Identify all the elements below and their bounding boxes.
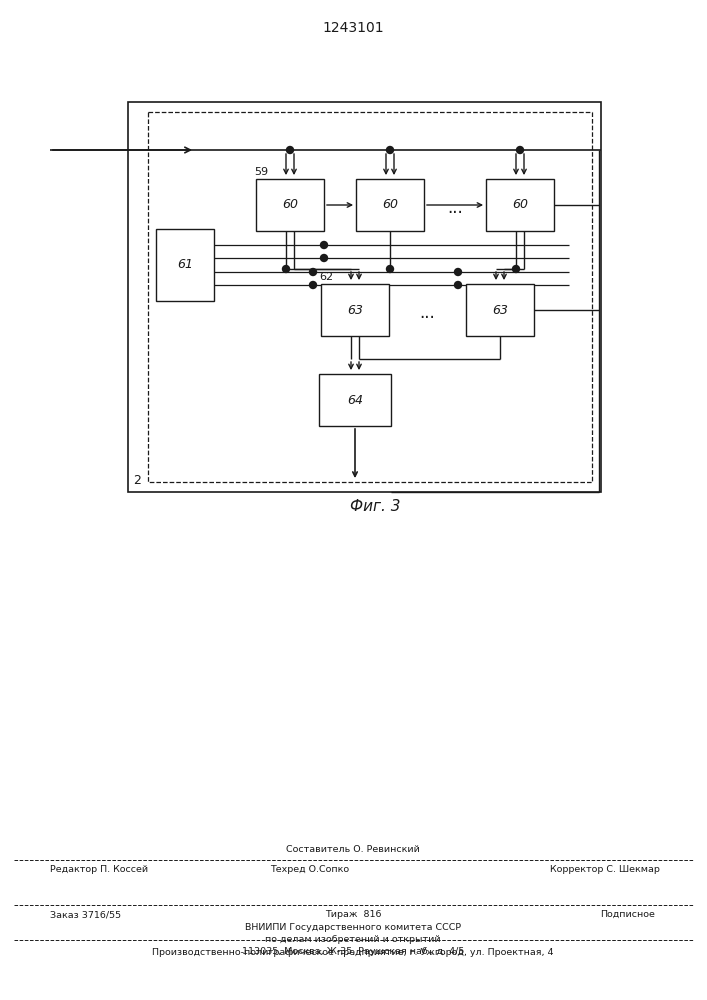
Bar (148, 112, 592, 482)
Text: Заказ 3716/55: Заказ 3716/55 (50, 910, 121, 919)
Text: Производственно-полиграфическое предприятие, г. Ужгород, ул. Проектная, 4: Производственно-полиграфическое предприя… (152, 948, 554, 957)
Circle shape (517, 146, 523, 153)
Circle shape (387, 265, 394, 272)
Bar (356, 179, 424, 231)
Text: 113035, Москва, Ж-35, Раушская наб., д. 4/5: 113035, Москва, Ж-35, Раушская наб., д. … (242, 947, 464, 956)
Text: 62: 62 (319, 272, 333, 282)
Text: Подписное: Подписное (600, 910, 655, 919)
Text: 1243101: 1243101 (322, 21, 384, 35)
Text: 61: 61 (177, 258, 193, 271)
Text: 60: 60 (382, 198, 398, 212)
Text: 60: 60 (512, 198, 528, 212)
Text: Редактор П. Коссей: Редактор П. Коссей (50, 865, 148, 874)
Circle shape (387, 146, 394, 153)
Text: 59: 59 (254, 167, 268, 177)
Text: ВНИИПИ Государственного комитета СССР: ВНИИПИ Государственного комитета СССР (245, 923, 461, 932)
Circle shape (283, 265, 289, 272)
Circle shape (320, 254, 327, 261)
Bar (466, 284, 534, 336)
Text: Корректор С. Шекмар: Корректор С. Шекмар (550, 865, 660, 874)
Circle shape (320, 241, 327, 248)
Text: Техред О.Сопко: Техред О.Сопко (271, 865, 349, 874)
Text: Тираж  816: Тираж 816 (325, 910, 381, 919)
Circle shape (310, 282, 317, 288)
Text: 64: 64 (347, 393, 363, 406)
Circle shape (513, 265, 520, 272)
Circle shape (455, 268, 462, 275)
Circle shape (455, 282, 462, 288)
Text: 60: 60 (282, 198, 298, 212)
Text: по делам изобретений и открытий: по делам изобретений и открытий (265, 935, 440, 944)
Circle shape (286, 146, 293, 153)
Bar (156, 229, 214, 301)
Text: Фиг. 3: Фиг. 3 (350, 499, 400, 514)
Bar (486, 179, 554, 231)
Bar (321, 284, 389, 336)
Text: 63: 63 (492, 304, 508, 316)
Text: ...: ... (420, 304, 436, 322)
Text: 2: 2 (133, 474, 141, 487)
Bar (128, 102, 601, 492)
Circle shape (310, 268, 317, 275)
Text: Составитель О. Ревинский: Составитель О. Ревинский (286, 845, 420, 854)
Text: ...: ... (447, 199, 463, 217)
Text: 63: 63 (347, 304, 363, 316)
Bar (319, 374, 391, 426)
Bar (256, 179, 324, 231)
